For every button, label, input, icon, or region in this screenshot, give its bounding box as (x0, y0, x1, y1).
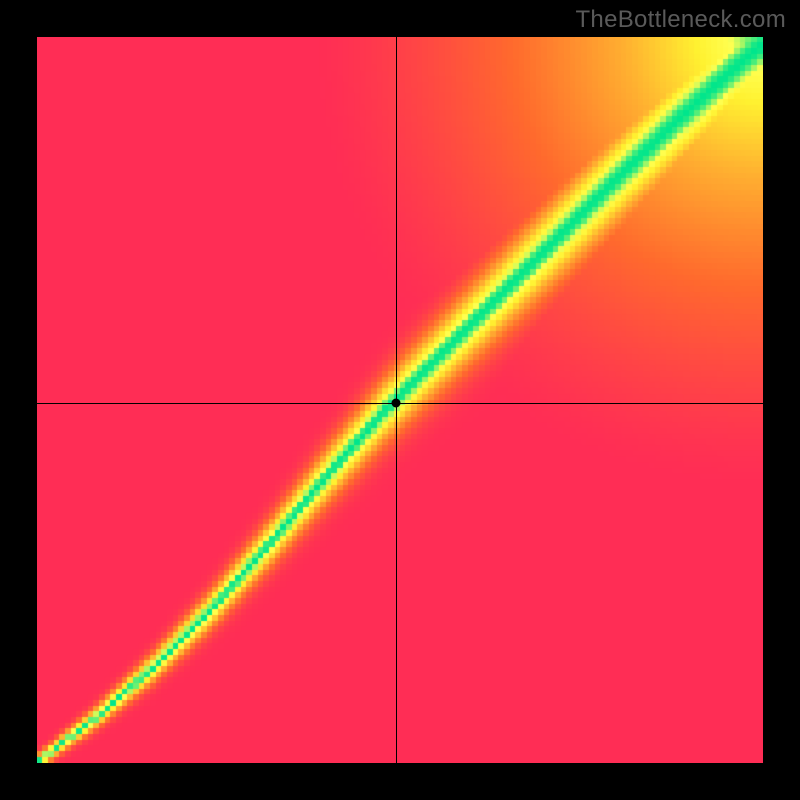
crosshair-marker (392, 398, 401, 407)
outer-frame: TheBottleneck.com (0, 0, 800, 800)
plot-area (37, 37, 763, 763)
watermark-text: TheBottleneck.com (575, 6, 786, 34)
